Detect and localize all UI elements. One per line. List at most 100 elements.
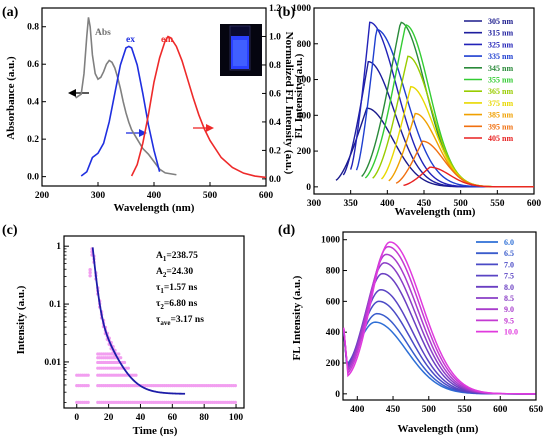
panel-a-xtick-label: 400 — [147, 191, 162, 201]
panel-d-legend-label: 7.0 — [504, 260, 514, 269]
panel-c-fit-line — [91, 247, 186, 395]
decay-point — [122, 360, 127, 365]
panel-a-y2label: Normalized FL Intensity (a.u.) — [283, 32, 295, 175]
panel-b-legend-label: 335 nm — [488, 52, 513, 61]
panel-d-xtick-label: 400 — [350, 405, 365, 415]
panel-d-legend-label: 6.0 — [504, 238, 514, 247]
panel-c-xtick-label: 100 — [229, 413, 244, 423]
panel-b-xtick-label: 500 — [454, 199, 469, 209]
panel-a-series-em — [130, 35, 267, 179]
panel-b-legend-label: 385 nm — [488, 111, 513, 120]
panel-b-ytick-label: 200 — [297, 147, 312, 157]
panel-a-xtick-label: 200 — [35, 191, 50, 201]
panel-a-y2tick-label: 0.2 — [269, 146, 281, 156]
decay-point — [233, 400, 237, 404]
panel-a-ytick-label: 0.8 — [27, 23, 39, 33]
panel-b-legend-label: 315 nm — [488, 29, 513, 38]
panel-c-annotation: τ1=1.57 ns — [156, 283, 198, 295]
panel-b-label: (b) — [278, 5, 295, 20]
panel-d-xtick-label: 650 — [529, 405, 544, 415]
panel-c-xlabel: Time (ns) — [133, 425, 178, 437]
decay-point — [86, 373, 90, 377]
panel-a-ytick-label: 0.4 — [27, 98, 39, 108]
panel-c-annotation: τave=3.17 ns — [156, 315, 204, 327]
panel-c-annotation: A1=238.75 — [156, 251, 198, 263]
panel-a-y2tick-label: 0.6 — [269, 89, 281, 99]
abs-label: Abs — [95, 28, 111, 38]
panel-d-legend-label: 8.5 — [504, 294, 514, 303]
panel-a-series-abs — [75, 17, 177, 176]
panel-d-xtick-label: 600 — [493, 405, 508, 415]
panel-b-ytick-label: 1000 — [292, 4, 311, 14]
decay-point — [117, 352, 121, 356]
decay-point — [134, 373, 138, 377]
panel-d-ylabel: FL Intensity (a.u.) — [291, 275, 303, 360]
panel-a-xlabel: Wavelength (nm) — [114, 202, 195, 214]
panel-c-ytick-label: 0.1 — [49, 300, 61, 310]
panel-b-xtick-label: 300 — [307, 199, 322, 209]
panel-b-ytick-label: 600 — [297, 76, 312, 86]
panel-b-xtick-label: 400 — [380, 199, 395, 209]
panel-b-series — [403, 166, 534, 188]
panel-a-xtick-label: 600 — [259, 191, 274, 201]
decay-point — [88, 270, 92, 275]
decay-point — [86, 384, 90, 388]
panel-d-ytick-label: 400 — [326, 328, 341, 338]
panel-b-ylabel: FL Intensity (a.u.) — [293, 53, 305, 138]
panel-d-ytick-label: 0 — [335, 390, 340, 400]
panel-d-frame — [342, 231, 537, 401]
panel-c-xtick-label: 80 — [199, 413, 209, 423]
panel-d-series — [342, 241, 536, 395]
panel-b-xtick-label: 350 — [344, 199, 359, 209]
panel-c-ylabel: Intensity (a.u.) — [15, 285, 27, 354]
panel-b-xtick-label: 550 — [490, 199, 505, 209]
panel-b-ytick-label: 0 — [306, 183, 311, 193]
panel-a-ytick-label: 0.2 — [27, 135, 39, 145]
panel-c-xtick-label: 60 — [168, 413, 178, 423]
panel-a-series-ex — [80, 45, 161, 177]
panel-a-y2tick-label: 1.0 — [269, 32, 281, 42]
panel-d-legend-label: 8.0 — [504, 283, 514, 292]
panel-a-y2tick-label: 1.2 — [269, 4, 281, 14]
panel-a-y2tick-label: 0.4 — [269, 118, 281, 128]
decay-point — [88, 268, 92, 272]
panel-d-xtick-label: 450 — [386, 405, 401, 415]
panel-c-ytick-label: 0.01 — [44, 358, 61, 368]
panel-c-annotation: τ2=6.80 ns — [156, 299, 198, 311]
panel-a-y2tick-label: 0.8 — [269, 61, 281, 71]
panel-c-xtick-label: 40 — [136, 413, 146, 423]
decay-point — [88, 274, 92, 278]
panel-d-legend-label: 9.0 — [504, 305, 514, 314]
panel-b-ytick-label: 800 — [297, 40, 312, 50]
panel-d-ytick-label: 200 — [326, 359, 341, 369]
decay-point — [233, 384, 237, 388]
panel-b-legend-label: 365 nm — [488, 87, 513, 96]
panel-b-legend-label: 355 nm — [488, 76, 513, 85]
panel-b-legend-label: 375 nm — [488, 99, 513, 108]
cuvette-inset-image — [220, 24, 262, 76]
panel-c-ytick-label: 1 — [56, 242, 61, 252]
panel-b-legend-label: 305 nm — [488, 17, 513, 26]
panel-b-legend-label: 325 nm — [488, 40, 513, 49]
panel-b-xtick-label: 450 — [417, 199, 432, 209]
panel-b-legend-label: 405 nm — [488, 134, 513, 143]
panel-c-annotation: A2=24.30 — [156, 267, 193, 279]
panel-b-ytick-label: 400 — [297, 111, 312, 121]
panel-d-xtick-label: 550 — [457, 405, 472, 415]
panel-d-legend-label: 9.5 — [504, 316, 514, 325]
panel-d-xtick-label: 500 — [422, 405, 437, 415]
panel-d-label: (d) — [278, 223, 295, 238]
panel-d-ytick-label: 800 — [326, 267, 341, 277]
panel-a-ytick-label: 0.6 — [27, 60, 39, 70]
panel-d-ytick-label: 1000 — [321, 236, 340, 246]
panel-c-xtick-label: 20 — [104, 413, 114, 423]
panel-a-xtick-label: 300 — [91, 191, 106, 201]
panel-b-xlabel: Wavelength (nm) — [395, 206, 476, 218]
panel-c-xtick-label: 0 — [74, 413, 79, 423]
panel-d-legend-label: 7.5 — [504, 272, 514, 281]
panel-d-xlabel: Wavelength (nm) — [398, 423, 479, 435]
panel-d-legend-label: 10.0 — [504, 328, 518, 337]
panel-a-ylabel: Absorbance (a.u.) — [5, 56, 17, 140]
decay-point — [86, 400, 90, 404]
panel-d-ytick-label: 600 — [326, 297, 341, 307]
